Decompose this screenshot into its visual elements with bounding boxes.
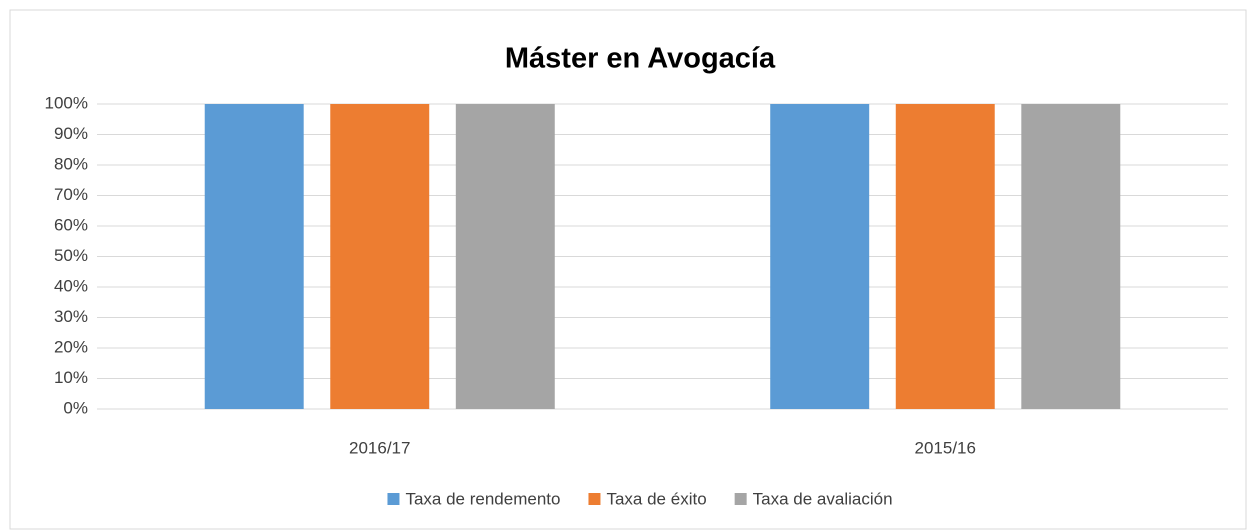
legend-label: Taxa de rendemento — [405, 489, 560, 508]
bar — [1021, 104, 1121, 409]
x-tick-label: 2015/16 — [915, 438, 976, 457]
y-tick-label: 10% — [54, 368, 88, 387]
x-tick-label: 2016/17 — [349, 438, 410, 457]
legend-swatch — [387, 493, 400, 505]
legend-label: Taxa de avaliación — [753, 489, 893, 508]
y-tick-label: 80% — [54, 154, 88, 173]
y-tick-label: 30% — [54, 307, 88, 326]
bar — [895, 104, 995, 409]
y-tick-label: 50% — [54, 246, 88, 265]
bar — [770, 104, 870, 409]
legend-label: Taxa de éxito — [606, 489, 706, 508]
bar — [455, 104, 555, 409]
legend-swatch — [588, 493, 601, 505]
chart-title: Máster en Avogacía — [505, 43, 776, 75]
bar — [204, 104, 304, 409]
y-tick-label: 40% — [54, 276, 88, 295]
y-tick-label: 70% — [54, 185, 88, 204]
legend-swatch — [734, 493, 747, 505]
y-tick-label: 60% — [54, 215, 88, 234]
y-tick-label: 100% — [45, 93, 88, 112]
y-tick-label: 0% — [63, 398, 88, 417]
bar — [330, 104, 430, 409]
y-tick-label: 90% — [54, 124, 88, 143]
y-tick-label: 20% — [54, 337, 88, 356]
